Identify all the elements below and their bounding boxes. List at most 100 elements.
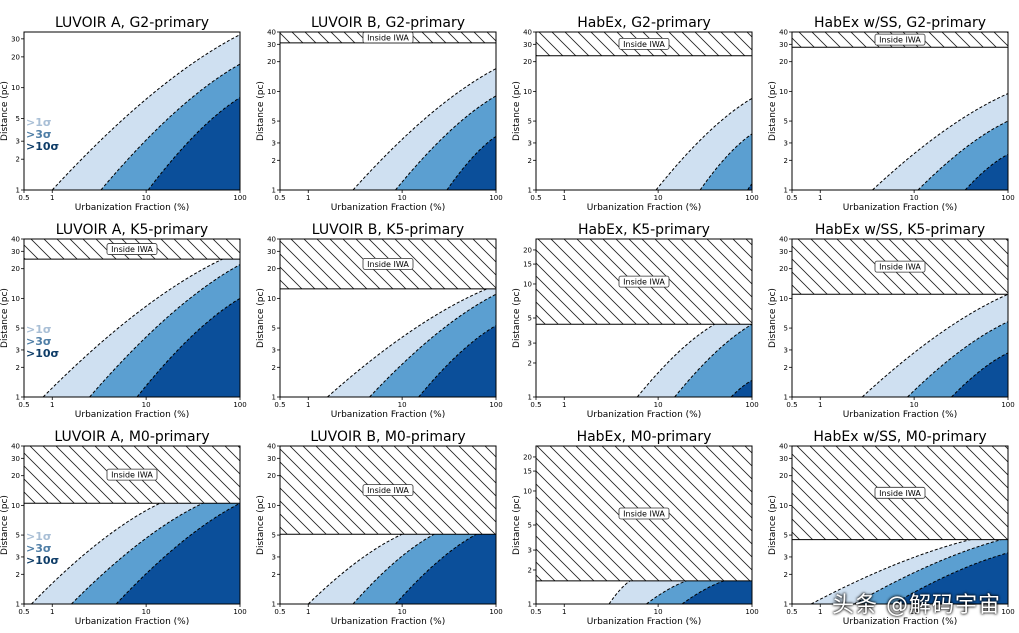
y-tick-label: 10 <box>267 88 276 96</box>
y-tick-label: 2 <box>16 571 20 579</box>
y-tick-label: 30 <box>11 248 20 256</box>
plot-area: Inside IWA <box>792 32 1008 190</box>
axes-frame <box>791 31 1009 191</box>
y-tick-label: 40 <box>267 29 276 37</box>
x-tick-label: 0.5 <box>530 194 541 202</box>
axes-frame <box>279 31 497 191</box>
x-axis-label: Urbanization Fraction (%) <box>843 617 957 627</box>
x-axis-label: Urbanization Fraction (%) <box>75 617 189 627</box>
y-axis-label: Distance (pc) <box>512 495 522 555</box>
subplot-title: LUVOIR A, M0-primary <box>54 429 209 445</box>
iwa-label-box <box>106 468 158 481</box>
region-sig10 <box>965 154 1008 190</box>
y-axis-label: Distance (pc) <box>0 495 10 555</box>
plot-area: Inside IWA <box>792 239 1008 397</box>
region-sig10 <box>446 136 496 190</box>
axes-frame <box>23 31 241 191</box>
y-tick-label: 40 <box>523 29 532 37</box>
boundary-sig10 <box>681 580 724 604</box>
boundary-sig1 <box>42 258 223 397</box>
iwa-label: Inside IWA <box>623 40 665 49</box>
x-tick-label: 1 <box>818 401 822 409</box>
x-axis-label: Urbanization Fraction (%) <box>587 617 701 627</box>
x-tick-label: 10 <box>398 401 407 409</box>
boundary-sig10 <box>395 533 477 604</box>
boundary-sig10 <box>964 153 1008 190</box>
x-tick-label: 100 <box>489 608 502 616</box>
region-sig10 <box>116 503 240 604</box>
boundary-sig3 <box>71 502 203 604</box>
boundary-sig10 <box>446 135 496 190</box>
y-axis-label: Distance (pc) <box>256 288 266 348</box>
y-tick-label: 40 <box>267 236 276 244</box>
x-tick-label: 0.5 <box>530 608 541 616</box>
x-tick-label: 100 <box>489 194 502 202</box>
x-tick-label: 1 <box>306 194 310 202</box>
x-tick-label: 10 <box>654 194 663 202</box>
plot-area: Inside IWA <box>536 32 752 190</box>
y-tick-label: 10 <box>779 88 788 96</box>
boundary-sig3 <box>674 323 752 397</box>
y-tick-label: 2 <box>272 157 276 165</box>
y-tick-label: 5 <box>16 325 20 333</box>
iwa-label: Inside IWA <box>367 260 409 269</box>
boundary-sig1 <box>327 288 488 397</box>
y-tick-label: 1 <box>16 394 20 402</box>
x-tick-label: 0.5 <box>530 401 541 409</box>
subplot-title: HabEx w/SS, M0-primary <box>813 429 986 445</box>
subplot-title: LUVOIR B, K5-primary <box>312 222 464 238</box>
boundary-sig1 <box>608 580 631 604</box>
y-tick-label: 40 <box>779 443 788 451</box>
plot-area: Inside IWA <box>536 446 752 604</box>
plot-area: Inside IWA <box>280 446 496 604</box>
y-tick-label: 1 <box>16 187 20 195</box>
iwa-label: Inside IWA <box>879 263 921 272</box>
x-tick-label: 100 <box>1001 194 1014 202</box>
iwa-label-box <box>362 32 414 44</box>
axes-frame <box>791 238 1009 398</box>
legend-entry: >3σ <box>26 542 51 555</box>
subplot-title: LUVOIR A, G2-primary <box>55 15 209 31</box>
y-tick-label: 20 <box>11 265 20 273</box>
region-sig3 <box>674 324 752 397</box>
iwa-label-box <box>874 260 926 273</box>
x-tick-label: 10 <box>910 608 919 616</box>
y-tick-label: 30 <box>11 35 20 43</box>
iwa-label-box <box>618 507 670 520</box>
y-tick-label: 30 <box>779 455 788 463</box>
x-tick-label: 100 <box>233 401 246 409</box>
y-tick-label: 3 <box>784 139 788 147</box>
y-axis-label: Distance (pc) <box>768 495 778 555</box>
subplot-title: LUVOIR B, M0-primary <box>310 429 465 445</box>
legend-entry: >3σ <box>26 128 51 141</box>
x-tick-label: 100 <box>745 194 758 202</box>
y-tick-label: 5 <box>784 325 788 333</box>
iwa-label: Inside IWA <box>367 486 409 495</box>
y-tick-label: 40 <box>11 236 20 244</box>
y-tick-label: 10 <box>779 502 788 510</box>
iwa-label: Inside IWA <box>623 278 665 287</box>
y-tick-label: 10 <box>523 280 532 288</box>
x-tick-label: 1 <box>50 608 54 616</box>
y-tick-label: 1 <box>528 601 532 609</box>
y-tick-label: 1 <box>784 187 788 195</box>
region-sig10 <box>731 380 752 397</box>
region-sig10 <box>682 580 752 604</box>
x-tick-label: 1 <box>562 194 566 202</box>
y-tick-label: 3 <box>272 553 276 561</box>
boundary-sig1 <box>810 539 971 604</box>
y-tick-label: 10 <box>267 295 276 303</box>
y-tick-label: 3 <box>272 346 276 354</box>
axes-frame <box>23 238 241 398</box>
boundary-sig10 <box>730 380 752 397</box>
x-tick-label: 100 <box>1001 401 1014 409</box>
region-sig3 <box>700 133 752 190</box>
y-axis-label: Distance (pc) <box>0 288 10 348</box>
axes-frame <box>23 445 241 605</box>
